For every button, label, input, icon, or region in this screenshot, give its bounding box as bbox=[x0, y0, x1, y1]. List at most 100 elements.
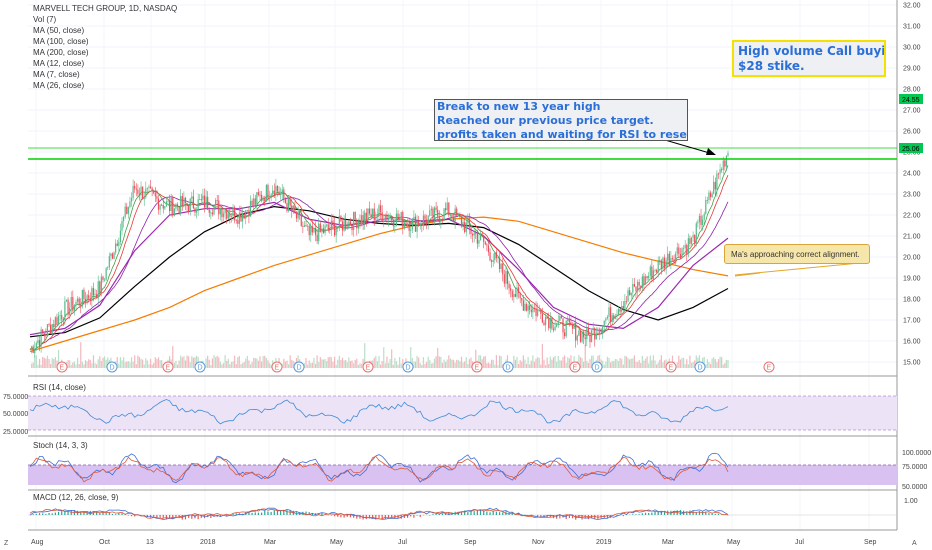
earnings-marker bbox=[56, 361, 68, 373]
candle-body bbox=[462, 222, 464, 227]
volume-bar bbox=[70, 364, 72, 368]
time-tick: May bbox=[330, 539, 344, 546]
volume-bar bbox=[175, 360, 177, 368]
macd-hist-bar bbox=[219, 515, 221, 517]
chart-title[interactable]: MARVELL TECH GROUP, 1D, NASDAQ bbox=[33, 4, 177, 13]
candle-body bbox=[149, 186, 152, 189]
candle-body bbox=[246, 209, 248, 211]
legend-item[interactable]: MA (7, close) bbox=[33, 70, 80, 79]
candle-body bbox=[602, 326, 604, 333]
legend-item[interactable]: Vol (7) bbox=[33, 15, 56, 24]
volume-bar bbox=[143, 364, 145, 368]
candle-body bbox=[648, 275, 650, 279]
call-buying-annotation[interactable]: High volume Call buying $28 stike. bbox=[732, 40, 886, 77]
auto-scale-button[interactable]: A bbox=[912, 540, 917, 547]
price-tick: 31.00 bbox=[903, 24, 921, 31]
legend-item[interactable]: MA (200, close) bbox=[33, 48, 89, 57]
breakout-line: Reached our previous price target. bbox=[437, 114, 654, 127]
candle-body bbox=[682, 248, 685, 249]
candle-body bbox=[222, 213, 225, 218]
volume-bar bbox=[157, 357, 160, 368]
macd-hist-bar bbox=[419, 515, 421, 517]
rsi-line bbox=[29, 399, 729, 425]
macd-hist-bar bbox=[654, 511, 656, 515]
breakout-line: Break to new 13 year high bbox=[437, 100, 601, 113]
breakout-annotation[interactable]: Break to new 13 year high Reached our pr… bbox=[434, 99, 688, 141]
volume-bar bbox=[635, 361, 637, 368]
candle-body bbox=[43, 333, 45, 335]
price-tick: 17.00 bbox=[903, 318, 921, 325]
volume-bar bbox=[84, 360, 87, 368]
macd-hist-bar bbox=[276, 510, 279, 515]
macd-label[interactable]: MACD (12, 26, close, 9) bbox=[33, 493, 119, 502]
legend-item[interactable]: MA (12, close) bbox=[33, 59, 84, 68]
macd-hist-bar bbox=[540, 515, 542, 517]
legend-item[interactable]: MA (100, close) bbox=[33, 37, 89, 46]
macd-hist-bar bbox=[622, 515, 624, 517]
candle-body bbox=[562, 318, 564, 333]
volume-bar bbox=[429, 360, 431, 368]
candle-body bbox=[121, 220, 123, 231]
time-tick: Sep bbox=[864, 539, 877, 546]
candle-body bbox=[713, 181, 715, 194]
candle-body bbox=[654, 270, 656, 271]
price-axis[interactable]: 32.0031.0030.0029.0028.0027.0026.0025.00… bbox=[903, 3, 921, 367]
candle-body bbox=[270, 194, 272, 198]
ma-alignment-annotation[interactable]: Ma's approaching correct alignment. bbox=[724, 244, 870, 264]
candle-body bbox=[452, 217, 455, 222]
volume-bar bbox=[627, 358, 629, 368]
macd-hist-bar bbox=[61, 511, 63, 515]
stoch-axis: 100.0000 75.0000 50.0000 bbox=[902, 450, 931, 491]
macd-hist-bar bbox=[108, 512, 110, 515]
macd-hist-bar bbox=[663, 510, 666, 515]
macd-hist-bar bbox=[435, 513, 437, 515]
volume-bar bbox=[460, 356, 463, 368]
volume-bar bbox=[351, 360, 353, 368]
volume-bar bbox=[684, 364, 686, 368]
volume-bar bbox=[180, 355, 182, 368]
volume-bar bbox=[373, 357, 375, 368]
candle-body bbox=[241, 214, 244, 222]
volume-bar bbox=[391, 349, 393, 368]
candle-body bbox=[616, 314, 618, 316]
volume-bar bbox=[345, 359, 347, 368]
volume-bar bbox=[479, 355, 482, 368]
volume-bar bbox=[375, 355, 377, 368]
macd-hist-bar bbox=[359, 515, 361, 519]
corner-left-label[interactable]: Z bbox=[4, 540, 9, 547]
rsi-label[interactable]: RSI (14, close) bbox=[33, 383, 86, 392]
volume-bar bbox=[632, 358, 634, 368]
volume-bar bbox=[384, 363, 386, 368]
candle-body bbox=[633, 283, 636, 287]
candle-body bbox=[146, 187, 148, 189]
volume-bar bbox=[568, 358, 570, 368]
volume-bar bbox=[208, 359, 210, 368]
candle-body bbox=[576, 335, 578, 341]
candle-body bbox=[495, 252, 497, 259]
volume-bar bbox=[652, 355, 655, 368]
volume-bar bbox=[38, 358, 41, 368]
volume-bar bbox=[213, 355, 215, 368]
volume-bar bbox=[249, 364, 252, 368]
candle-body bbox=[267, 185, 269, 199]
stoch-label[interactable]: Stoch (14, 3, 3) bbox=[33, 441, 88, 450]
time-axis[interactable]: Aug Oct 13 2018 Mar May Jul Sep Nov 2019 Mar May Jul… bbox=[31, 539, 877, 546]
candle-body bbox=[494, 252, 496, 261]
volume-bar bbox=[721, 357, 723, 368]
candle-body bbox=[289, 198, 291, 206]
legend-item[interactable]: MA (50, close) bbox=[33, 26, 84, 35]
legend-item[interactable]: MA (26, close) bbox=[33, 81, 84, 90]
volume-bar bbox=[427, 356, 429, 368]
breakout-line: profits taken and waiting for RSI to res… bbox=[437, 128, 688, 141]
candle-body bbox=[479, 233, 482, 241]
volume-bar bbox=[527, 356, 529, 368]
dividend-marker-label: D bbox=[698, 365, 703, 372]
candle-body bbox=[300, 214, 302, 227]
candle-body bbox=[364, 212, 366, 223]
volume-bar bbox=[592, 355, 594, 368]
volume-bar bbox=[495, 355, 497, 368]
